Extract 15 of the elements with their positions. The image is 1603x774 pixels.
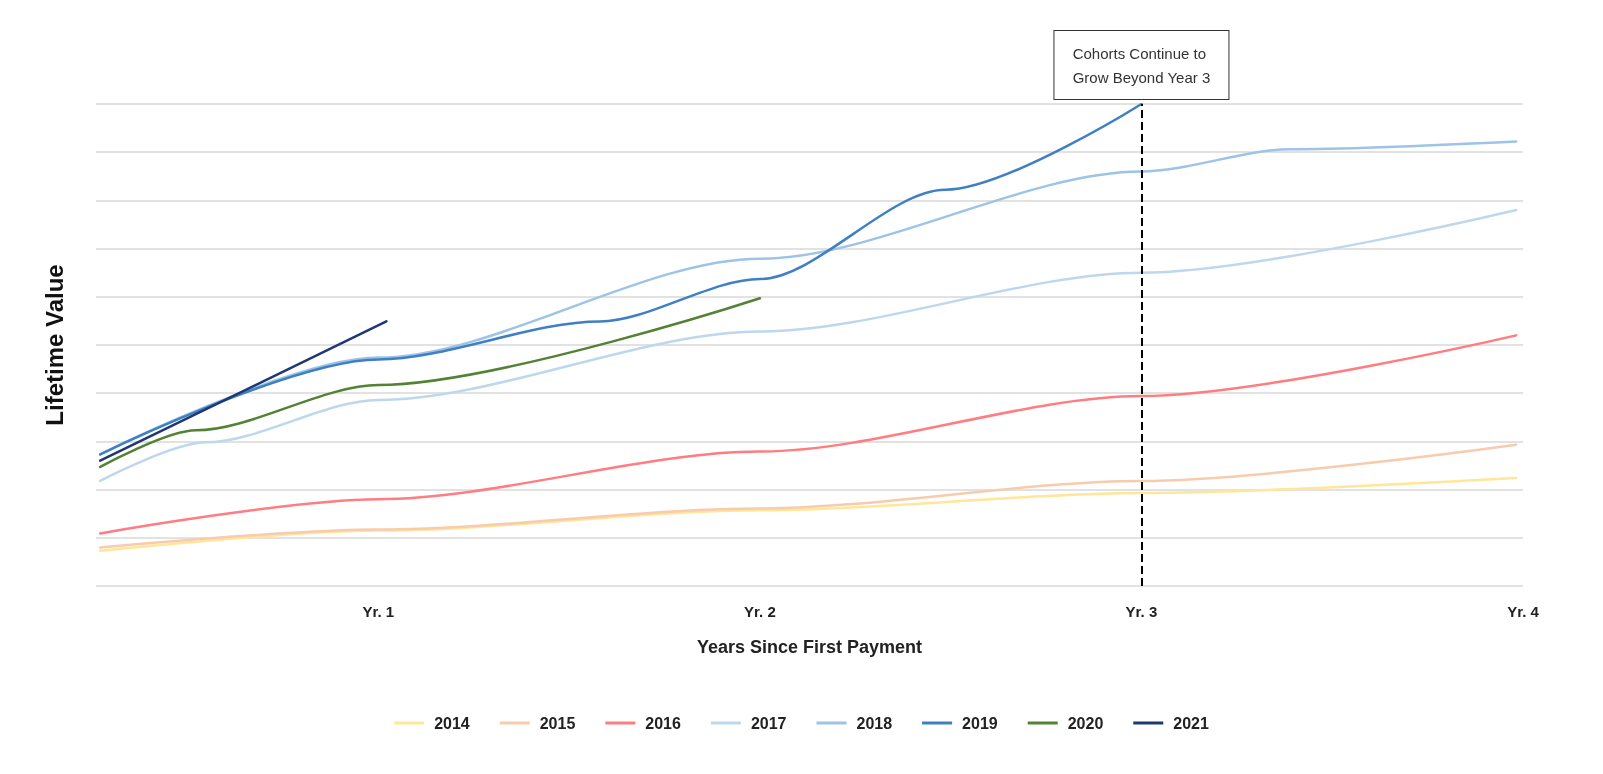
legend-label: 2020 [1067,714,1104,732]
legend-label: 2014 [434,714,470,732]
legend-label: 2017 [750,714,787,732]
legend-label: 2015 [539,714,576,732]
ref-line-label: Cohorts Continue to Grow Beyond Year 3 [1072,44,1211,86]
x-tick-label: Yr. 2 [744,603,776,620]
y-axis-title: Lifetime Value [40,264,68,426]
legend-label: 2021 [1173,714,1209,732]
legend-label: 2016 [645,714,682,732]
legend-label: 2019 [962,714,998,732]
x-axis-title: Years Since First Payment [696,637,923,657]
legend-label: 2018 [856,714,893,732]
x-tick-label: Yr. 1 [362,603,395,620]
x-tick-label: Yr. 3 [1125,603,1158,620]
x-tick-label: Yr. 4 [1507,603,1540,620]
